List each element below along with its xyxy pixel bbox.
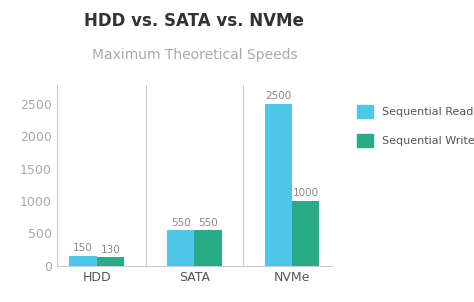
Bar (69, 256, 97, 266)
Text: 1000: 1000 (292, 188, 319, 198)
Bar (167, 230, 194, 266)
Text: 550: 550 (171, 217, 191, 228)
Bar (264, 104, 292, 266)
Text: 2500: 2500 (265, 92, 292, 101)
Text: 130: 130 (100, 245, 120, 255)
Text: Maximum Theoretical Speeds: Maximum Theoretical Speeds (91, 48, 297, 62)
Bar (292, 201, 319, 266)
Text: HDD vs. SATA vs. NVMe: HDD vs. SATA vs. NVMe (84, 12, 304, 30)
Text: 150: 150 (73, 243, 93, 253)
Bar (194, 230, 222, 266)
Bar (97, 257, 124, 266)
Legend: Sequential Read, Sequential Write: Sequential Read, Sequential Write (351, 99, 474, 153)
Text: 550: 550 (198, 217, 218, 228)
